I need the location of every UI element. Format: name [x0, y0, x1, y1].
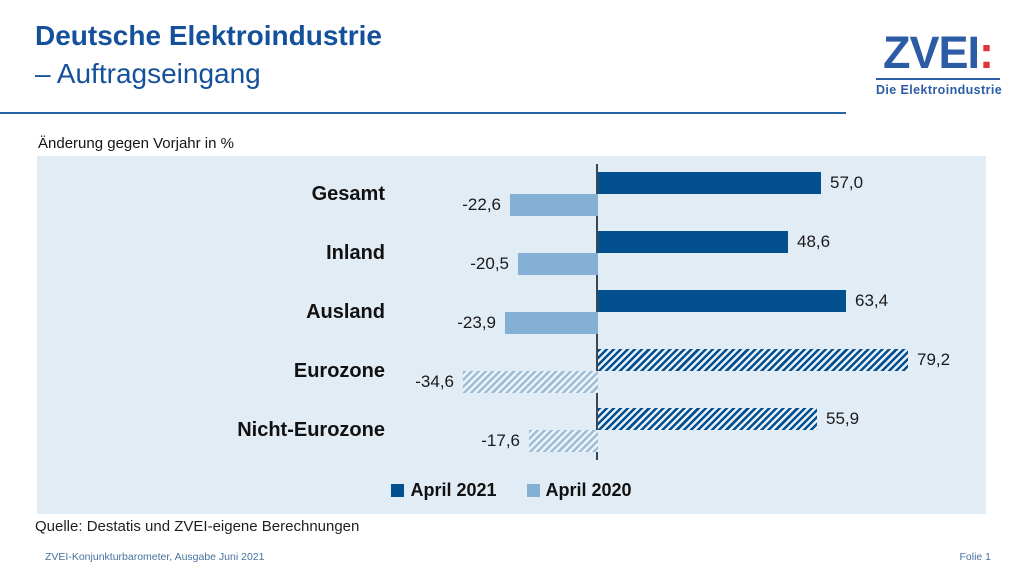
legend-label-april-2021: April 2021 — [410, 480, 497, 500]
bar-april-2021-3 — [598, 349, 908, 371]
zvei-logo-subtitle: Die Elektroindustrie — [876, 83, 1003, 97]
value-label-2020-0: -22,6 — [462, 195, 501, 214]
legend-item-april-2021: April 2021 — [391, 480, 497, 501]
bar-april-2021-4 — [598, 408, 817, 430]
value-label-2021-4: 55,9 — [826, 409, 860, 428]
footer-page-number: Folie 1 — [959, 551, 991, 563]
source-note: Quelle: Destatis und ZVEI-eigene Berechn… — [35, 518, 360, 535]
zvei-logo-rule — [876, 78, 1000, 80]
value-label-2021-0: 57,0 — [830, 173, 864, 192]
bar-april-2020-4 — [529, 430, 598, 452]
legend-item-april-2020: April 2020 — [526, 480, 632, 501]
value-label-2020-4: -17,6 — [481, 431, 520, 450]
page-title: Deutsche Elektroindustrie — [35, 20, 382, 51]
category-label-3: Eurozone — [293, 360, 385, 382]
bar-april-2021-0 — [598, 172, 821, 194]
page-subtitle: – Auftragseingang — [35, 58, 261, 89]
category-label-0: Gesamt — [311, 183, 385, 205]
value-label-2020-1: -20,5 — [470, 254, 509, 273]
value-label-2021-3: 79,2 — [917, 350, 951, 369]
chart-panel: April 2021 April 2020 Gesamt 57,0 -22,6 Inl… — [37, 156, 986, 514]
footer-left: ZVEI-Konjunkturbarometer, Ausgabe Juni 2… — [45, 551, 265, 563]
category-label-4: Nicht-Eurozone — [237, 419, 385, 441]
bar-april-2020-3 — [463, 371, 598, 393]
zvei-logo: ZVEI: Die Elektroindustrie — [876, 30, 1003, 97]
header-divider — [0, 112, 846, 114]
zvei-logo-text: ZVEI: — [876, 30, 1000, 75]
legend-label-april-2020: April 2020 — [545, 480, 632, 500]
category-label-1: Inland — [326, 242, 385, 264]
axis-unit-note: Änderung gegen Vorjahr in % — [38, 135, 234, 152]
value-label-2020-3: -34,6 — [415, 372, 454, 391]
category-label-2: Ausland — [306, 301, 385, 323]
bar-april-2020-0 — [510, 194, 598, 216]
value-label-2020-2: -23,9 — [457, 313, 496, 332]
bar-april-2020-2 — [505, 312, 598, 334]
bar-april-2021-2 — [598, 290, 846, 312]
bar-april-2021-1 — [598, 231, 788, 253]
zvei-logo-word: ZVEI — [882, 27, 980, 78]
bar-april-2020-1 — [518, 253, 598, 275]
legend: April 2021 April 2020 — [37, 480, 986, 501]
legend-swatch-april-2020 — [526, 484, 540, 497]
value-label-2021-1: 48,6 — [797, 232, 831, 251]
value-label-2021-2: 63,4 — [855, 291, 889, 310]
zvei-logo-colon: : — [979, 27, 994, 78]
legend-swatch-april-2021 — [391, 484, 405, 497]
